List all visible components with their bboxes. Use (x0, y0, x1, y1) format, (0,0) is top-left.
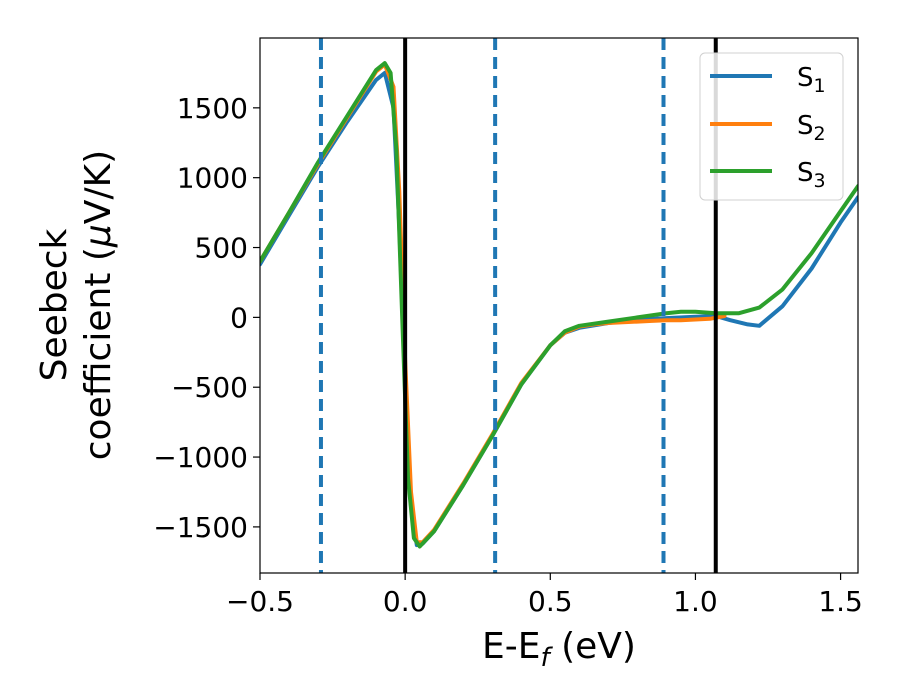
axes-frame (259, 37, 859, 574)
axis-ticks: −0.5 0.0 0.5 1.0 1.5 −1500 −1000 −500 0 500 1000 15… (153, 92, 863, 618)
x-axis-label: E-Ef (eV) (482, 626, 636, 673)
series-line-s3 (260, 61, 858, 549)
y-tick-label: −1000 (153, 441, 248, 474)
y-axis-label-line2: coefficient (μV/K) (78, 150, 119, 460)
x-tick-label: −0.5 (226, 585, 294, 618)
legend: S1 S2 S3 (699, 52, 844, 201)
legend-box (699, 52, 844, 201)
y-tick-label: 0 (230, 301, 248, 334)
x-tick-label: 0.0 (383, 585, 428, 618)
y-tick-label: 500 (195, 232, 248, 265)
y-axis-label-line1: Seebeck (34, 228, 75, 381)
plot-area (260, 38, 858, 573)
x-tick-label: 1.5 (818, 585, 863, 618)
legend-label-s1: S1 (797, 63, 826, 97)
y-axis-label: Seebeck coefficient (μV/K) (34, 150, 119, 460)
y-tick-label: −500 (171, 371, 248, 404)
legend-label-s3: S3 (797, 158, 826, 192)
x-tick-label: 0.5 (528, 585, 573, 618)
series-line-s2 (260, 62, 727, 545)
y-tick-label: −1500 (153, 511, 248, 544)
x-tick-label: 1.0 (673, 585, 718, 618)
legend-label-s2: S2 (797, 111, 826, 145)
y-tick-label: 1000 (177, 162, 248, 195)
y-tick-label: 1500 (177, 92, 248, 125)
